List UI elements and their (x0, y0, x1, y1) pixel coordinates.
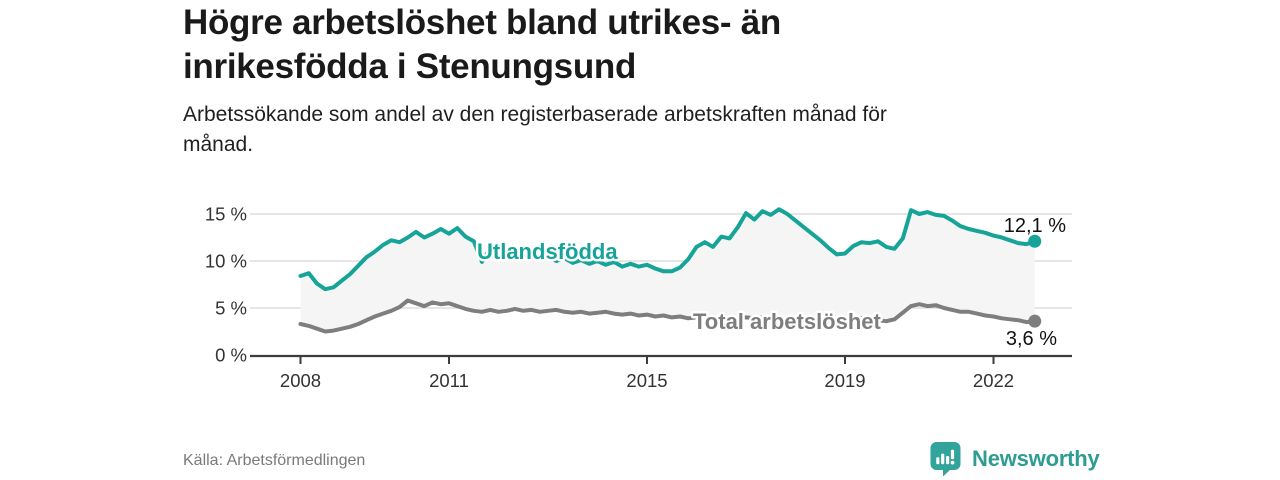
series-label-total-arbetsloshet: Total arbetslöshet (693, 309, 882, 334)
between-series-band (300, 209, 1035, 332)
series-end-dot-utlandsfodda (1028, 234, 1042, 248)
y-axis-tick-label: 15 % (205, 204, 247, 225)
chart-title: Högre arbetslöshet bland utrikes- än inr… (183, 1, 781, 89)
series-end-dot-total-arbetsloshet (1028, 314, 1042, 328)
x-axis-tick-label: 2008 (280, 370, 321, 391)
chart-subtitle: Arbetssökande som andel av den registerb… (183, 100, 887, 160)
series-label-utlandsfodda: Utlandsfödda (477, 239, 618, 264)
subtitle-line-1: Arbetssökande som andel av den registerb… (183, 103, 887, 126)
title-line-2: inrikesfödda i Stenungsund (183, 47, 637, 86)
subtitle-line-2: månad. (183, 133, 254, 156)
x-axis-tick-label: 2015 (626, 370, 667, 391)
x-axis-tick-label: 2022 (973, 370, 1014, 391)
y-axis-tick-label: 0 % (215, 345, 247, 366)
source-note: Källa: Arbetsförmedlingen (183, 452, 366, 469)
x-axis-tick-label: 2011 (429, 370, 469, 391)
title-line-1: Högre arbetslöshet bland utrikes- än (183, 3, 781, 42)
newsworthy-logo: Newsworthy (929, 441, 1100, 476)
newsworthy-chart-bubble-icon (930, 442, 961, 476)
series-line-total-arbetsloshet (298, 298, 1037, 334)
y-axis-tick-label: 5 % (215, 298, 247, 319)
series-line-utlandsfodda (298, 207, 1037, 292)
x-axis-tick-label: 2019 (824, 370, 865, 391)
newsworthy-wordmark: Newsworthy (972, 445, 1100, 471)
series-end-value-utlandsfodda: 12,1 % (1004, 215, 1066, 237)
y-axis-tick-label: 10 % (205, 251, 247, 272)
series-end-value-total-arbetsloshet: 3,6 % (1006, 328, 1057, 350)
